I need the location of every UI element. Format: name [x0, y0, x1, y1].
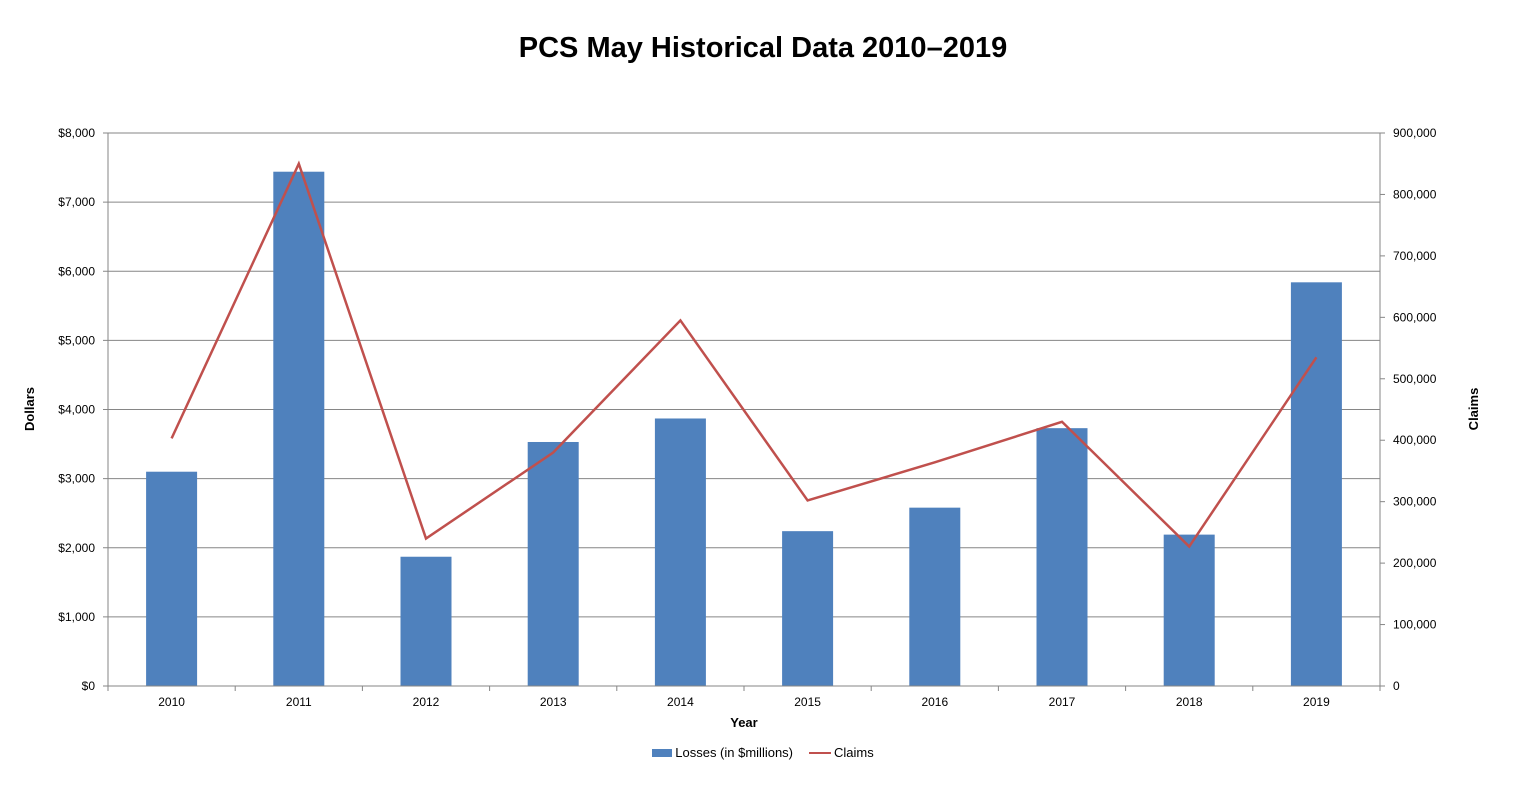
bar-2014	[654, 418, 706, 686]
y-axis-title: Dollars	[22, 387, 37, 431]
legend: Losses (in $millions) Claims	[0, 745, 1526, 760]
x-tick-label: 2010	[158, 695, 185, 709]
bar-2017	[1036, 428, 1088, 686]
x-tick-label: 2013	[540, 695, 567, 709]
y2-tick-label: 0	[1393, 679, 1400, 693]
y-tick-label: $1,000	[58, 610, 95, 624]
legend-item-claims: Claims	[809, 745, 874, 760]
y-tick-label: $0	[82, 679, 96, 693]
y-tick-label: $8,000	[58, 126, 95, 140]
y2-tick-label: 900,000	[1393, 126, 1437, 140]
x-tick-label: 2015	[794, 695, 821, 709]
y2-tick-label: 300,000	[1393, 495, 1437, 509]
bar-2013	[527, 441, 579, 686]
bar-2015	[782, 531, 834, 686]
bar-2016	[909, 507, 961, 686]
x-tick-label: 2018	[1176, 695, 1203, 709]
bar-2019	[1290, 282, 1342, 686]
y2-tick-label: 400,000	[1393, 433, 1437, 447]
y2-tick-label: 800,000	[1393, 187, 1437, 201]
bar-2010	[146, 471, 198, 686]
line-series	[170, 160, 1318, 549]
legend-label-losses: Losses (in $millions)	[675, 745, 794, 760]
y-tick-label: $5,000	[58, 333, 95, 347]
legend-label-claims: Claims	[834, 745, 874, 760]
bar-series	[146, 171, 1342, 686]
y2-tick-label: 600,000	[1393, 310, 1437, 324]
chart-title: PCS May Historical Data 2010–2019	[518, 32, 1008, 64]
legend-swatch-bar	[652, 748, 673, 757]
y2-tick-label: 100,000	[1393, 618, 1437, 632]
y2-tick-label: 200,000	[1393, 556, 1437, 570]
legend-item-losses: Losses (in $millions)	[652, 745, 793, 760]
x-tick-label: 2019	[1303, 695, 1330, 709]
y-tick-label: $3,000	[58, 472, 95, 486]
x-axis-title: Year	[730, 715, 757, 730]
claims-line	[170, 160, 1318, 549]
y2-tick-label: 700,000	[1393, 249, 1437, 263]
bar-2012	[400, 556, 452, 686]
x-tick-label: 2016	[921, 695, 948, 709]
axes: $0 $1,000 $2,000 $3,000 $4,000 $5,000 $6,000 $7…	[58, 126, 1436, 709]
x-tick-label: 2011	[286, 695, 312, 709]
y-tick-label: $4,000	[58, 403, 95, 417]
bar-2018	[1163, 534, 1215, 686]
legend-swatch-line	[809, 751, 832, 754]
bar-2011	[273, 171, 325, 686]
y2-axis-title: Claims	[1466, 388, 1481, 431]
y2-tick-label: 500,000	[1393, 372, 1437, 386]
y-tick-label: $7,000	[58, 195, 95, 209]
x-tick-label: 2017	[1049, 695, 1076, 709]
x-tick-label: 2012	[413, 695, 440, 709]
y-tick-label: $2,000	[58, 541, 95, 555]
x-tick-label: 2014	[667, 695, 694, 709]
y-tick-label: $6,000	[58, 264, 95, 278]
